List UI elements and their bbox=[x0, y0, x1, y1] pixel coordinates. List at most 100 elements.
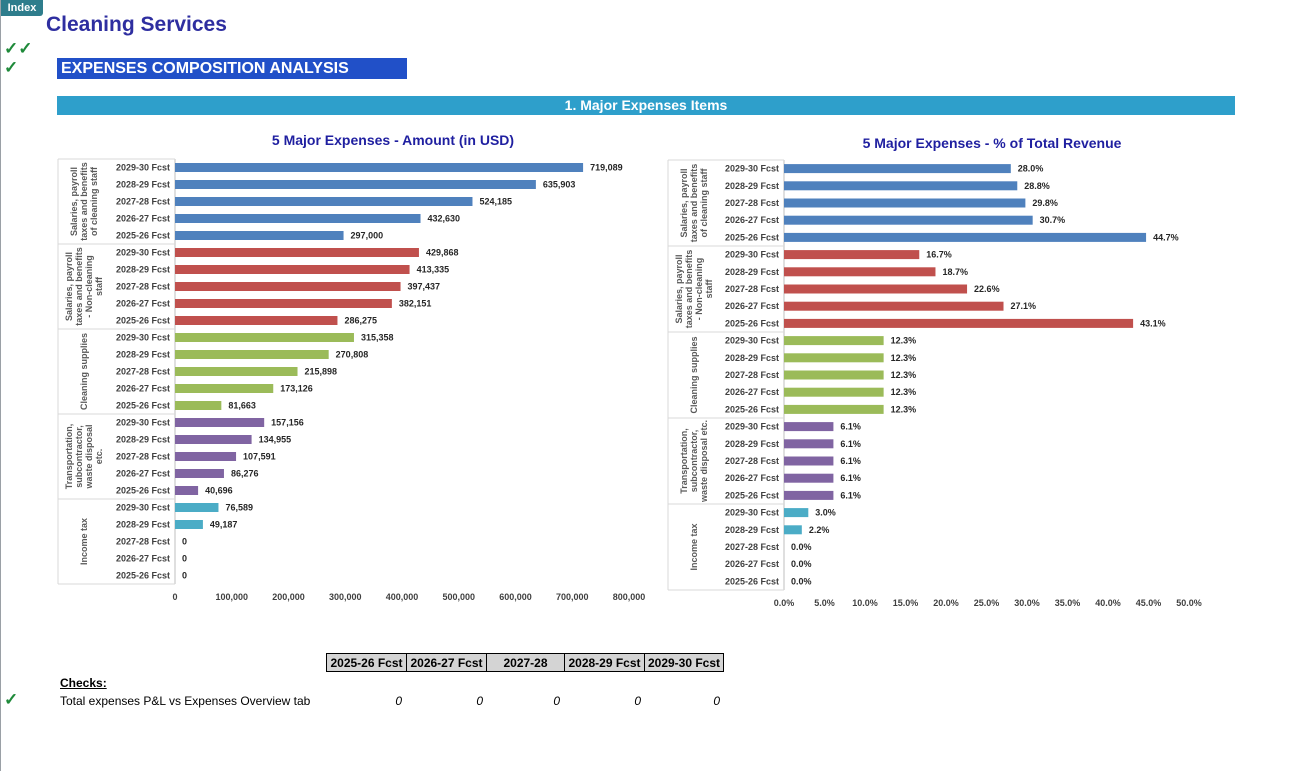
group-label: Salaries, payrolltaxes and benefits- Non… bbox=[64, 247, 104, 326]
check-icon: ✓ bbox=[4, 690, 19, 709]
x-tick-label: 400,000 bbox=[386, 592, 419, 602]
x-tick-label: 600,000 bbox=[499, 592, 532, 602]
category-label: 2025-26 Fcst bbox=[725, 404, 779, 414]
category-label: 2029-30 Fcst bbox=[116, 333, 170, 343]
checks-header-table: 2025-26 Fcst 2026-27 Fcst 2027-28 2028-2… bbox=[326, 653, 724, 672]
data-label: 2.2% bbox=[809, 525, 830, 535]
data-label: 215,898 bbox=[305, 367, 338, 377]
category-label: 2028-29 Fcst bbox=[725, 353, 779, 363]
bar bbox=[784, 490, 834, 500]
bar bbox=[175, 197, 473, 206]
category-label: 2027-28 Fcst bbox=[116, 452, 170, 462]
chart-title: 5 Major Expenses - Amount (in USD) bbox=[272, 132, 514, 148]
x-tick-label: 0.0% bbox=[774, 598, 795, 608]
x-tick-label: 800,000 bbox=[613, 592, 646, 602]
category-label: 2026-27 Fcst bbox=[725, 473, 779, 483]
sheet-left-border bbox=[0, 0, 1, 771]
category-label: 2027-28 Fcst bbox=[725, 542, 779, 552]
data-label: 40,696 bbox=[205, 486, 233, 496]
category-label: 2025-26 Fcst bbox=[116, 316, 170, 326]
group-label: Salaries, payrolltaxes and benefitsof cl… bbox=[679, 164, 709, 243]
checks-heading: Checks: bbox=[60, 676, 107, 690]
bar bbox=[175, 350, 329, 359]
group-label-line: taxes and benefits bbox=[74, 247, 84, 326]
bar bbox=[175, 265, 410, 274]
group-label-line: Cleaning supplies bbox=[689, 336, 699, 413]
x-tick-label: 25.0% bbox=[974, 598, 1000, 608]
bar bbox=[784, 456, 834, 466]
category-label: 2029-30 Fcst bbox=[725, 164, 779, 174]
checks-col-header: 2027-28 bbox=[486, 653, 565, 672]
x-tick-label: 20.0% bbox=[933, 598, 959, 608]
group-label-line: Transportation, bbox=[679, 428, 689, 494]
bar bbox=[175, 299, 392, 308]
checks-col-header: 2025-26 Fcst bbox=[326, 653, 407, 672]
category-label: 2026-27 Fcst bbox=[725, 301, 779, 311]
checks-value: 0 bbox=[713, 694, 720, 708]
bar bbox=[784, 232, 1147, 242]
data-label: 6.1% bbox=[840, 422, 861, 432]
data-label: 0.0% bbox=[791, 576, 812, 586]
bar bbox=[784, 267, 936, 277]
checks-col-header: 2029-30 Fcst bbox=[644, 653, 724, 672]
x-tick-label: 5.0% bbox=[814, 598, 835, 608]
double-check-icon: ✓✓ bbox=[4, 39, 33, 58]
bar bbox=[175, 520, 203, 529]
data-label: 6.1% bbox=[840, 439, 861, 449]
x-tick-label: 30.0% bbox=[1014, 598, 1040, 608]
page-title: Cleaning Services bbox=[46, 13, 227, 36]
group-label: Cleaning supplies bbox=[79, 333, 89, 410]
x-tick-label: 50.0% bbox=[1176, 598, 1202, 608]
bar bbox=[784, 198, 1026, 208]
subsection-header: 1. Major Expenses Items bbox=[57, 96, 1235, 115]
bar bbox=[175, 401, 222, 410]
data-label: 413,335 bbox=[417, 265, 450, 275]
data-label: 29.8% bbox=[1032, 198, 1058, 208]
group-label-line: waste disposal bbox=[84, 424, 94, 489]
data-label: 134,955 bbox=[259, 435, 292, 445]
category-label: 2025-26 Fcst bbox=[116, 571, 170, 581]
category-label: 2029-30 Fcst bbox=[116, 163, 170, 173]
index-button[interactable]: Index bbox=[1, 0, 43, 16]
bar bbox=[784, 181, 1018, 191]
category-label: 2025-26 Fcst bbox=[725, 576, 779, 586]
bar bbox=[784, 525, 802, 535]
category-label: 2026-27 Fcst bbox=[116, 384, 170, 394]
data-label: 429,868 bbox=[426, 248, 459, 258]
group-label-line: Cleaning supplies bbox=[79, 333, 89, 410]
data-label: 6.1% bbox=[840, 473, 861, 483]
data-label: 27.1% bbox=[1011, 301, 1037, 311]
group-label-line: subcontractor, bbox=[689, 430, 699, 493]
category-label: 2025-26 Fcst bbox=[116, 231, 170, 241]
data-label: 28.8% bbox=[1024, 181, 1050, 191]
group-label: Transportation,subcontractor,waste dispo… bbox=[64, 424, 104, 490]
category-label: 2026-27 Fcst bbox=[116, 299, 170, 309]
bar bbox=[784, 422, 834, 432]
bar bbox=[175, 503, 219, 512]
category-label: 2028-29 Fcst bbox=[116, 350, 170, 360]
group-label-line: of cleaning staff bbox=[699, 167, 709, 237]
bar bbox=[784, 353, 884, 363]
group-label: Income tax bbox=[689, 523, 699, 570]
x-tick-label: 100,000 bbox=[215, 592, 248, 602]
bar bbox=[175, 214, 421, 223]
category-label: 2027-28 Fcst bbox=[725, 456, 779, 466]
x-tick-label: 0 bbox=[172, 592, 177, 602]
category-label: 2029-30 Fcst bbox=[725, 422, 779, 432]
data-label: 44.7% bbox=[1153, 232, 1179, 242]
data-label: 382,151 bbox=[399, 299, 432, 309]
group-label: Income tax bbox=[79, 518, 89, 565]
data-label: 6.1% bbox=[840, 490, 861, 500]
bar bbox=[175, 418, 265, 427]
group-label-line: Transportation, bbox=[64, 424, 74, 490]
data-label: 12.3% bbox=[891, 387, 917, 397]
bar bbox=[784, 473, 834, 483]
group-label-line: Income tax bbox=[689, 523, 699, 570]
category-label: 2026-27 Fcst bbox=[725, 387, 779, 397]
checks-col-header: 2028-29 Fcst bbox=[564, 653, 645, 672]
group-label: Salaries, payrolltaxes and benefitsof cl… bbox=[69, 162, 99, 241]
bar bbox=[784, 250, 920, 260]
category-label: 2026-27 Fcst bbox=[116, 469, 170, 479]
check-icon: ✓ bbox=[4, 58, 19, 77]
data-label: 173,126 bbox=[280, 384, 313, 394]
